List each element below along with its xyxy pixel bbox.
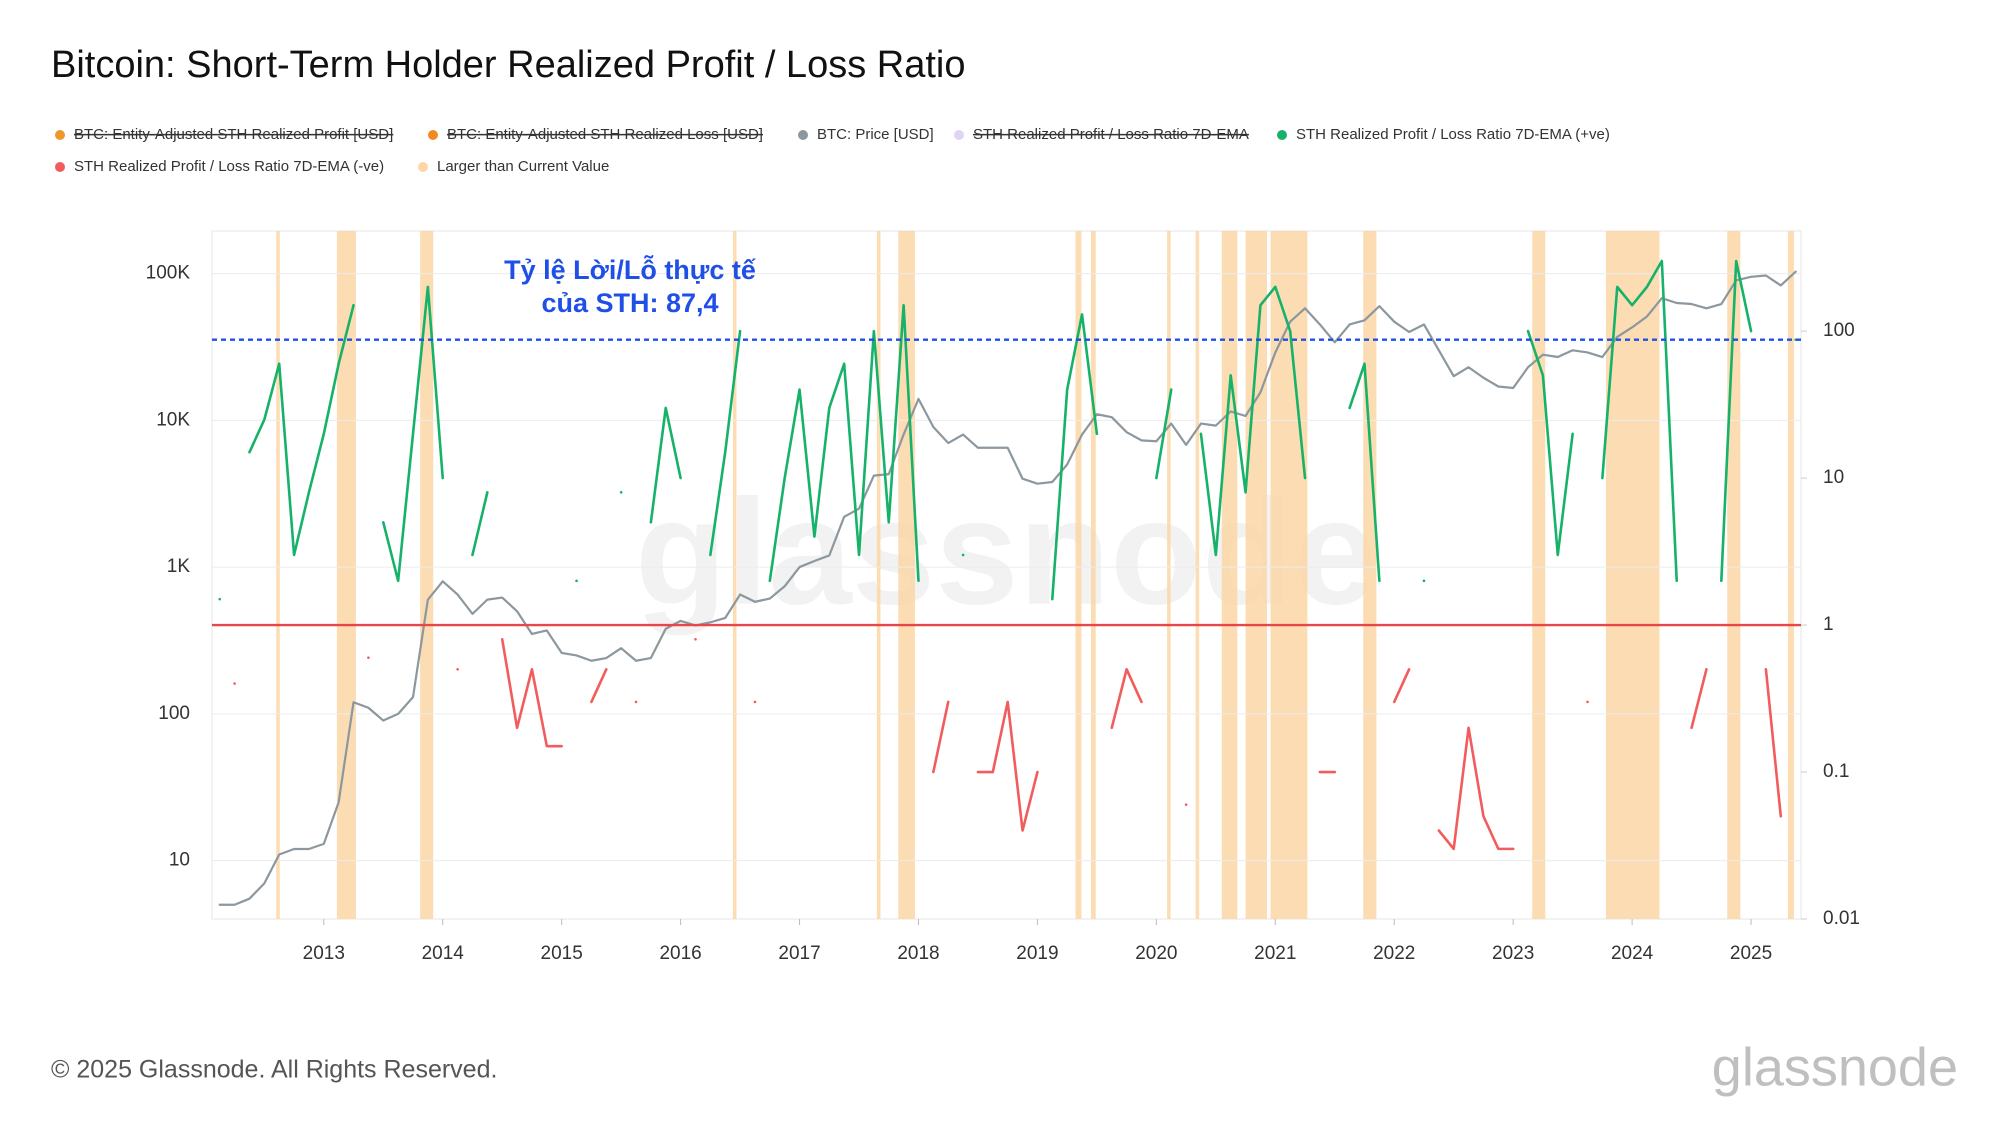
- x-tick-label: 2020: [1135, 943, 1177, 964]
- y-tick-label: 10K: [156, 409, 190, 430]
- legend-label: Larger than Current Value: [437, 158, 609, 175]
- legend-label: STH Realized Profit / Loss Ratio 7D-EMA …: [1296, 126, 1610, 143]
- range-band: [420, 231, 434, 919]
- x-tick-label: 2019: [1016, 943, 1058, 964]
- legend-label: BTC: Entity-Adjusted STH Realized Loss […: [447, 126, 763, 143]
- range-band: [1090, 231, 1096, 919]
- plot-frame: [211, 230, 1802, 920]
- range-band: [876, 231, 881, 919]
- range-band: [1245, 231, 1267, 919]
- range-band: [1075, 231, 1082, 919]
- logo: glassnode: [1712, 1037, 1958, 1097]
- legend-marker: [428, 130, 438, 140]
- x-tick-label: 2022: [1373, 943, 1415, 964]
- legend-label: STH Realized Profit / Loss Ratio 7D-EMA …: [74, 158, 384, 175]
- y2-tick-label: 0.1: [1823, 761, 1849, 782]
- x-tick-label: 2015: [541, 943, 583, 964]
- range-band: [1270, 231, 1308, 919]
- footer: © 2025 Glassnode. All Rights Reserved.: [51, 1056, 497, 1084]
- x-tick-label: 2017: [778, 943, 820, 964]
- range-band: [336, 231, 356, 919]
- legend-marker: [55, 130, 65, 140]
- range-band: [898, 231, 915, 919]
- legend-marker: [55, 162, 65, 172]
- x-tick-label: 2018: [897, 943, 939, 964]
- series-line: [218, 259, 1797, 601]
- y2-tick-label: 1: [1823, 614, 1834, 635]
- x-tick-label: 2025: [1730, 943, 1772, 964]
- x-tick-label: 2016: [659, 943, 701, 964]
- annotation: Tỷ lệ Lời/Lỗ thực tế: [504, 254, 757, 285]
- legend-marker: [418, 162, 428, 172]
- chart-title: Bitcoin: Short-Term Holder Realized Prof…: [51, 44, 965, 86]
- y2-tick-label: 100: [1823, 320, 1855, 341]
- range-band: [1787, 231, 1794, 919]
- legend-marker: [798, 130, 808, 140]
- range-band: [1195, 231, 1200, 919]
- range-band: [1221, 231, 1238, 919]
- x-tick-label: 2023: [1492, 943, 1534, 964]
- annotation: của STH: 87,4: [541, 288, 718, 318]
- x-tick-label: 2014: [422, 943, 465, 964]
- legend-label: BTC: Price [USD]: [817, 126, 934, 143]
- y2-tick-label: 10: [1823, 467, 1844, 488]
- range-band: [276, 231, 280, 919]
- y-tick-label: 100K: [146, 263, 191, 284]
- y2-tick-label: 0.01: [1823, 908, 1860, 929]
- series-line: [233, 638, 1783, 851]
- x-tick-label: 2013: [303, 943, 345, 964]
- range-band: [1605, 231, 1660, 919]
- series-line: [218, 270, 1797, 906]
- legend-marker: [954, 130, 964, 140]
- y-tick-label: 100: [158, 703, 190, 724]
- y-tick-label: 10: [169, 850, 190, 871]
- legend-label: BTC: Entity-Adjusted STH Realized Profit…: [74, 126, 393, 143]
- range-band: [1167, 231, 1171, 919]
- y-tick-label: 1K: [167, 556, 191, 577]
- x-tick-label: 2021: [1254, 943, 1296, 964]
- range-band: [1532, 231, 1546, 919]
- legend-marker: [1277, 130, 1287, 140]
- range-band: [732, 231, 737, 919]
- legend-label: STH Realized Profit / Loss Ratio 7D-EMA: [973, 126, 1249, 143]
- x-tick-label: 2024: [1611, 943, 1654, 964]
- range-band: [1363, 231, 1377, 919]
